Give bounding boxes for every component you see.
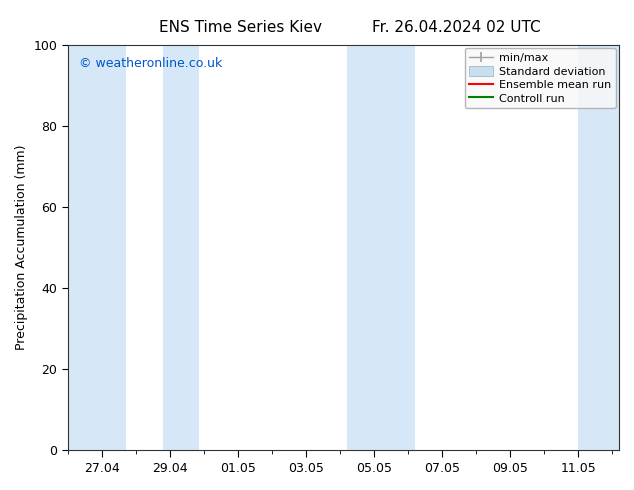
Text: Fr. 26.04.2024 02 UTC: Fr. 26.04.2024 02 UTC (372, 20, 541, 35)
Bar (578, 45, 619, 450)
Bar (68, 45, 126, 450)
Text: © weatheronline.co.uk: © weatheronline.co.uk (79, 57, 222, 70)
Bar (163, 45, 199, 450)
Text: ENS Time Series Kiev: ENS Time Series Kiev (159, 20, 323, 35)
Legend: min/max, Standard deviation, Ensemble mean run, Controll run: min/max, Standard deviation, Ensemble me… (465, 48, 616, 108)
Bar (347, 45, 415, 450)
Y-axis label: Precipitation Accumulation (mm): Precipitation Accumulation (mm) (15, 145, 28, 350)
